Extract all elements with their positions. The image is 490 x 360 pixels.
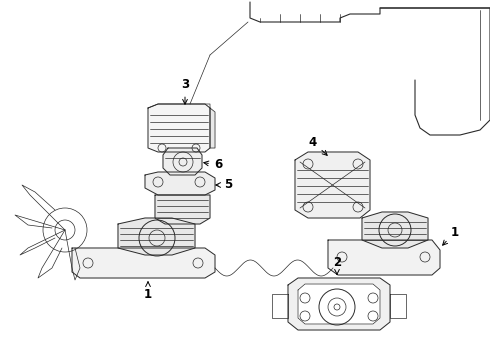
Polygon shape <box>148 104 210 152</box>
Polygon shape <box>298 284 380 324</box>
Text: 1: 1 <box>144 282 152 302</box>
Text: 2: 2 <box>333 256 341 274</box>
Polygon shape <box>72 248 215 278</box>
Polygon shape <box>145 172 215 195</box>
Text: 6: 6 <box>204 158 222 171</box>
Text: 4: 4 <box>309 135 327 156</box>
Polygon shape <box>295 152 370 218</box>
Text: 1: 1 <box>442 225 459 245</box>
Polygon shape <box>118 218 195 255</box>
Polygon shape <box>163 148 202 175</box>
Polygon shape <box>328 240 440 275</box>
Polygon shape <box>210 108 215 148</box>
Polygon shape <box>288 278 390 330</box>
Polygon shape <box>362 212 428 248</box>
Text: 5: 5 <box>216 179 232 192</box>
Text: 3: 3 <box>181 78 189 104</box>
Polygon shape <box>155 195 210 224</box>
